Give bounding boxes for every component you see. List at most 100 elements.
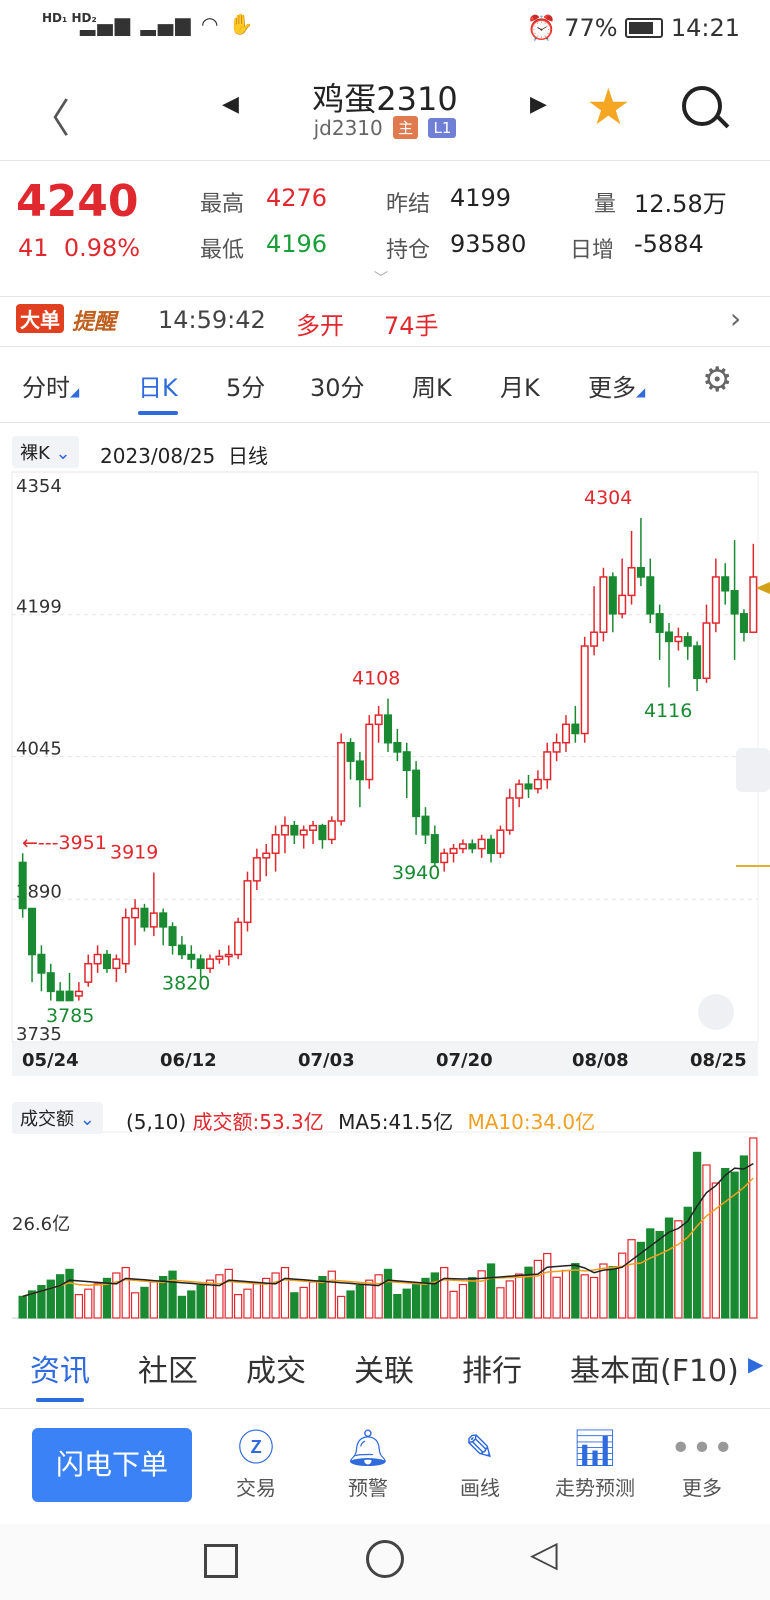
volume-bar (627, 1239, 636, 1319)
draw-line-label: 画线 (460, 1476, 500, 1500)
candle-body (74, 990, 83, 997)
alert-button[interactable]: 🔔︎ 预警 (318, 1426, 418, 1501)
tab-related[interactable]: 关联 (354, 1354, 414, 1389)
volume-y-tick: 26.6亿 (12, 1214, 70, 1235)
volume-bar (449, 1290, 458, 1319)
candle-body (121, 916, 130, 965)
daily-change-label: 日增 (570, 238, 615, 263)
volume-bar (243, 1288, 252, 1319)
volume-amount: 成交额:53.3亿 (192, 1110, 324, 1134)
trend-forecast-button[interactable]: 📊︎ 走势预测 (540, 1426, 650, 1501)
volume-bar (177, 1295, 187, 1319)
tab-fundamentals[interactable]: 基本面(F10) (570, 1354, 739, 1389)
favorite-star-icon[interactable]: ★ (586, 78, 631, 136)
volume-bar (252, 1283, 262, 1319)
volume-bar (692, 1151, 702, 1319)
change-percent: 0.98% (63, 234, 141, 262)
candle-body (749, 576, 758, 633)
contract-code: jd2310 (313, 116, 383, 140)
alert-label: 预警 (348, 1476, 388, 1500)
more-button[interactable]: ••• 更多 (652, 1426, 752, 1501)
k-mode-select[interactable]: 裸K ⌄ (12, 436, 79, 468)
candle-body (318, 824, 327, 841)
ma5-line (22, 1162, 754, 1298)
candle-body (149, 912, 158, 928)
back-triangle-icon[interactable]: ◁ (530, 1534, 558, 1575)
action-bar: 闪电下单 ⓩ 交易 🔔︎ 预警 ✎ 画线 📊︎ 走势预测 ••• 更多 (0, 1408, 770, 1524)
collapse-tab-icon (736, 748, 770, 792)
alert-time: 14:59:42 (158, 306, 266, 334)
chevron-right-icon[interactable]: › (730, 302, 742, 335)
main-contract-tag: 主 (393, 116, 419, 139)
candle-body (196, 958, 205, 970)
candle-body (543, 751, 552, 781)
volume-params: (5,10) (126, 1110, 187, 1134)
candle-body (702, 622, 711, 680)
contract-code-row: jd2310 主 L1 (0, 116, 770, 140)
tab-daily-k[interactable]: 日K (138, 368, 178, 415)
candle-body (280, 824, 289, 836)
candle-body (346, 741, 355, 762)
volume-bar (505, 1280, 514, 1319)
tab-30min[interactable]: 30分 (310, 374, 365, 402)
volume-bar (65, 1268, 74, 1319)
back-icon[interactable]: 〈 (30, 96, 70, 142)
scroll-right-icon[interactable]: ▶ (748, 1352, 764, 1376)
tab-ranking[interactable]: 排行 (462, 1354, 522, 1389)
candle-body (337, 741, 346, 822)
draw-line-button[interactable]: ✎ 画线 (430, 1426, 530, 1501)
low-label: 最低 (200, 238, 245, 263)
recent-apps-icon[interactable] (204, 1544, 238, 1578)
search-icon[interactable] (682, 86, 730, 129)
trade-icon: ⓩ (237, 1428, 274, 1469)
home-icon[interactable] (366, 1540, 404, 1578)
tab-intraday[interactable]: 分时◢ (22, 368, 79, 403)
tab-5min[interactable]: 5分 (226, 374, 266, 402)
volume-bar (411, 1283, 421, 1319)
candle-body (627, 567, 636, 597)
candle-body (271, 834, 280, 854)
volume-bar (318, 1275, 327, 1319)
volume-bar (683, 1206, 692, 1319)
candle-body (168, 926, 177, 947)
tab-monthly-k[interactable]: 月K (500, 374, 540, 402)
flash-order-button[interactable]: 闪电下单 (32, 1428, 192, 1502)
volume-bar (383, 1268, 393, 1319)
alert-badge-text: 提醒 (72, 310, 117, 335)
volume-bar (308, 1281, 318, 1319)
y-tick-label: 4199 (16, 597, 62, 618)
big-order-alert[interactable]: 大单 提醒 14:59:42 多开 74手 › (0, 296, 770, 347)
candle-body (674, 636, 683, 643)
tab-more[interactable]: 更多◢ (588, 368, 645, 403)
volume-bar (121, 1266, 130, 1319)
tab-news[interactable]: 资讯 (30, 1346, 90, 1402)
trade-button[interactable]: ⓩ 交易 (206, 1426, 306, 1501)
candle-body (646, 576, 655, 615)
volume-bar (543, 1252, 552, 1319)
y-tick-label: 4354 (16, 476, 62, 497)
prev-contract-icon[interactable]: ◀ (222, 92, 239, 117)
volume-bar (655, 1230, 664, 1319)
expand-chevron-icon[interactable]: ﹀ (374, 271, 388, 287)
more-dots-icon: ••• (670, 1428, 734, 1469)
volume-mode-select[interactable]: 成交额 ⌄ (12, 1102, 103, 1134)
volume-bar (524, 1266, 533, 1319)
settings-gear-icon[interactable]: ⚙ (702, 360, 733, 400)
candle-body (224, 953, 233, 958)
tab-trades[interactable]: 成交 (246, 1354, 306, 1389)
tab-community[interactable]: 社区 (138, 1354, 198, 1389)
kline-chart[interactable]: 4354 4199 4045 3890 3735 05/24 06/12 07/03 07/20… (0, 0, 770, 1320)
volume-bar (130, 1292, 140, 1319)
volume-bar (533, 1259, 543, 1319)
volume-bar (468, 1277, 477, 1319)
candle-body (262, 852, 271, 859)
volume-label: 量 (594, 192, 617, 217)
tab-weekly-k[interactable]: 周K (412, 374, 452, 402)
candle-body (93, 953, 102, 965)
volume-bar (271, 1272, 280, 1319)
candle-body (571, 723, 580, 735)
volume-bar (440, 1266, 449, 1319)
low-value: 4196 (266, 230, 328, 258)
next-contract-icon[interactable]: ▶ (530, 92, 547, 117)
chart-book-icon: 📊︎ (572, 1428, 618, 1469)
